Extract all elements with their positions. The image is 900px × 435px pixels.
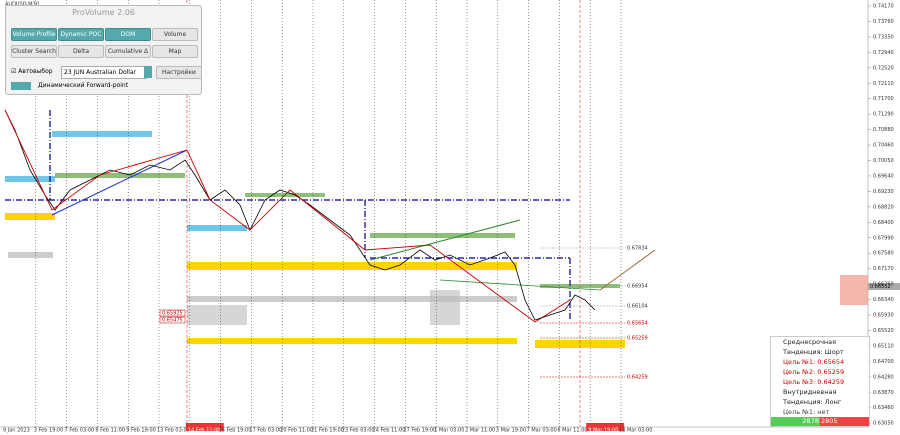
info-box: Среднесрочная Тенденция: Шорт Цель №1: 0.…: [770, 336, 870, 427]
level-label: 0.64259: [627, 375, 648, 381]
price-label: 0.67170: [873, 266, 894, 272]
price-label: 0.74170: [873, 4, 894, 10]
tool-button[interactable]: Cluster Search: [11, 45, 57, 58]
time-label: 14 Feb 11:00: [188, 428, 221, 434]
price-label: 0.71700: [873, 96, 894, 102]
time-label: 27 Feb 19:00: [403, 428, 436, 434]
price-label: 0.70460: [873, 143, 894, 149]
volume-levels: [5, 110, 868, 348]
price-label: 0.67580: [873, 251, 894, 257]
price-label: 0.73760: [873, 19, 894, 25]
price-tag: [868, 283, 900, 290]
forward-label: Динамический Forward-point: [38, 82, 129, 89]
time-label: 24 Feb 11:00: [373, 428, 406, 434]
checkbox-label: Автовыбор: [18, 68, 53, 75]
price-label: 0.73350: [873, 34, 894, 40]
price-label: 0.68820: [873, 204, 894, 210]
tool-button[interactable]: Volume: [152, 28, 198, 41]
time-label: 3 Mar 19:00: [496, 428, 526, 434]
forward-toggle[interactable]: [11, 82, 31, 90]
target: Цель №1: нет: [783, 408, 830, 416]
time-label: 9 Feb 19:00: [126, 428, 156, 434]
panel-title: ProVolume 2.06: [72, 8, 135, 17]
time-label: 7 Mar 03:00: [527, 428, 557, 434]
tool-button[interactable]: Cumulative Δ: [105, 45, 151, 58]
price-label: 0.72520: [873, 65, 894, 71]
instrument-select[interactable]: 23 JUN Australian Dollar: [61, 66, 147, 79]
price-label: 0.65930: [873, 313, 894, 319]
time-label: 9 Jan 2023: [3, 428, 30, 434]
price-line: [4, 109, 596, 321]
time-label: 2 Mar 11:00: [465, 428, 495, 434]
level-tag: [159, 316, 186, 324]
trend-line: [4, 109, 536, 323]
settings-button[interactable]: Настройки: [156, 66, 202, 79]
level-label: 0.65925: [162, 311, 183, 317]
select-arrow[interactable]: [144, 66, 152, 78]
info-footer: 2878 2805: [771, 417, 869, 426]
price-label: 0.65110: [873, 343, 894, 349]
price-label: 0.63050: [873, 421, 894, 427]
level-label: 0.65259: [627, 336, 648, 342]
level-tag: [159, 309, 186, 317]
time-label: 13 Feb 03:00: [157, 428, 190, 434]
price-label: 0.72110: [873, 81, 894, 87]
price-axis-bg: [868, 0, 900, 435]
trend-title: Внутридневная Тенденция: Лонг: [783, 388, 842, 406]
tool-button[interactable]: DOM: [105, 28, 151, 41]
price-label: 0.72940: [873, 50, 894, 56]
time-label: 8 Mar 11:00: [557, 428, 587, 434]
time-label: 9 Mar 19:00: [588, 428, 618, 434]
price-label: 0.64700: [873, 359, 894, 365]
level-label: 0.66104: [627, 304, 648, 310]
time-label: 1 Mar 03:00: [434, 428, 464, 434]
price-label: 0.70050: [873, 158, 894, 164]
price-label: 0.66340: [873, 297, 894, 303]
time-label: 8 Feb 11:00: [95, 428, 125, 434]
time-highlight: [185, 423, 224, 431]
tool-button[interactable]: Map: [152, 45, 198, 58]
price-label: 0.67990: [873, 235, 894, 241]
target: Цель №3: 0.64259: [783, 378, 845, 386]
price-label: 0.70880: [873, 127, 894, 133]
price-label: 0.68400: [873, 220, 894, 226]
price-label: 0.65520: [873, 328, 894, 334]
control-panel: ProVolume 2.06 Volume Profile Dynamic POC…: [5, 5, 202, 95]
tool-button[interactable]: Delta: [58, 45, 104, 58]
time-label: 3 Feb 19:00: [34, 428, 64, 434]
time-label: 15 Feb 19:00: [219, 428, 252, 434]
target: Цель №1: 0.65654: [783, 358, 845, 366]
tool-button[interactable]: Dynamic POC: [58, 28, 104, 41]
checkbox[interactable]: ☑ Автовыбор: [11, 68, 53, 75]
tool-button[interactable]: Volume Profile: [11, 28, 57, 41]
time-label: 23 Feb 03:00: [342, 428, 375, 434]
level-label: 0.66954: [627, 284, 648, 290]
target: Цель №2: 0.65259: [783, 368, 845, 376]
time-label: 21 Feb 19:00: [311, 428, 344, 434]
price-label: 0.71290: [873, 112, 894, 118]
level-label: 0.65654: [627, 321, 648, 327]
level-label: 0.67834: [627, 246, 648, 252]
time-label: 7 Feb 03:00: [65, 428, 95, 434]
time-label: 17 Feb 03:00: [249, 428, 282, 434]
time-label: 13 Mar 03:00: [619, 428, 652, 434]
level-label: 0.65475: [162, 318, 183, 324]
time-highlight: [586, 423, 625, 431]
time-label: 20 Feb 11:00: [280, 428, 313, 434]
price-label: 0.66760: [873, 282, 894, 288]
price-label: 0.69230: [873, 189, 894, 195]
price-label: 0.69640: [873, 173, 894, 179]
price-label: 0.63870: [873, 390, 894, 396]
price-label: 0.64280: [873, 374, 894, 380]
current-price: 0.66552: [870, 284, 891, 290]
trend-title: Среднесрочная Тенденция: Шорт: [783, 338, 844, 356]
price-label: 0.63460: [873, 405, 894, 411]
symbol: AUDUSD,M30: [5, 2, 39, 8]
